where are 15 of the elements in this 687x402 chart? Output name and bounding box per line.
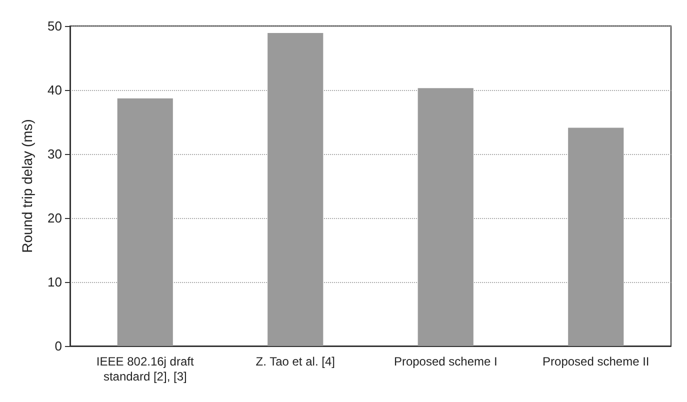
y-tick-label: 50	[48, 18, 62, 34]
x-tick-label: Proposed scheme I	[394, 354, 498, 368]
y-tick-label: 30	[48, 146, 62, 162]
y-axis-title: Round trip delay (ms)	[19, 119, 35, 253]
y-tick-label: 10	[48, 274, 62, 290]
bar	[418, 88, 474, 346]
bar	[117, 98, 173, 346]
y-tick-label: 0	[54, 338, 62, 354]
x-tick-label: IEEE 802.16j draft standard [2], [3]	[96, 354, 194, 384]
x-tick-label: Proposed scheme II	[542, 354, 650, 368]
bar	[568, 128, 624, 346]
y-tick-label: 40	[48, 82, 62, 98]
bar	[268, 33, 324, 346]
x-tick-label: Z. Tao et al. [4]	[256, 354, 335, 368]
y-tick-label: 20	[48, 210, 62, 226]
